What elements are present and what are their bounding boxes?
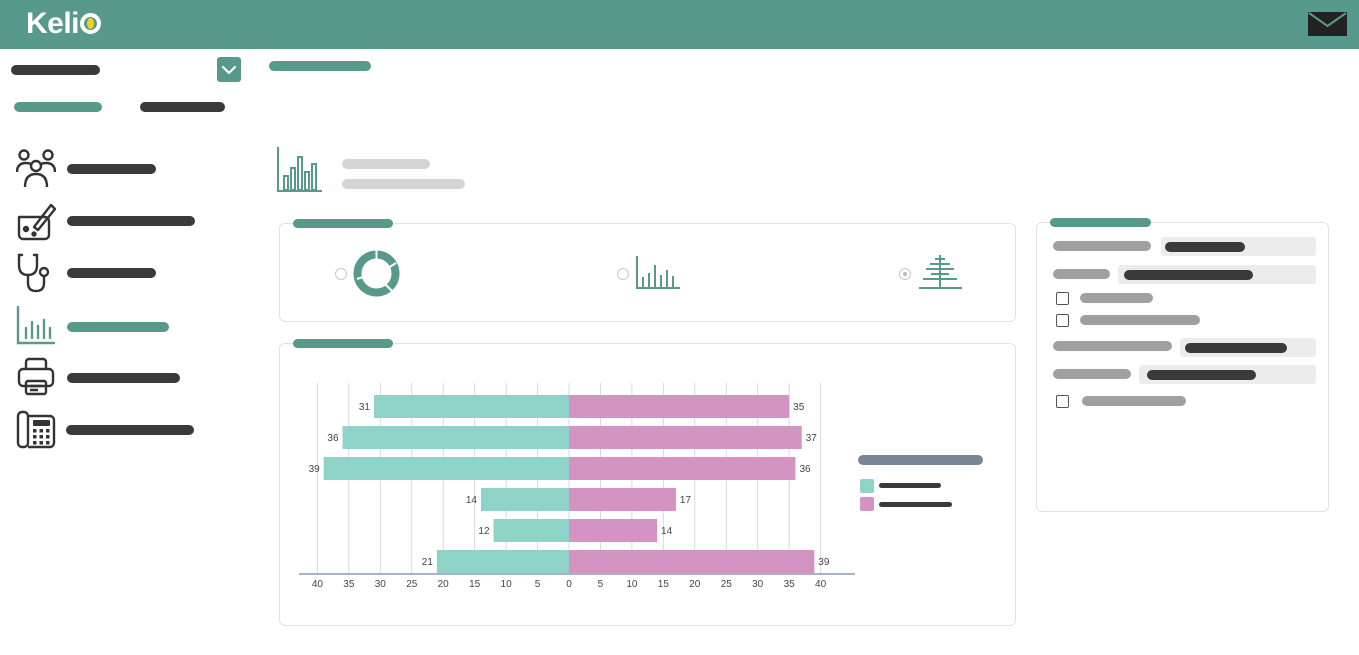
chart-type-radio-donut[interactable] [335, 268, 347, 280]
option-checkbox-label-3 [1082, 396, 1186, 406]
x-tick-label: 5 [598, 579, 604, 590]
report-bar-chart-icon [277, 147, 322, 192]
donut-chart-icon[interactable] [352, 249, 401, 298]
chart-type-panel [279, 223, 1016, 322]
printer-icon [17, 357, 55, 396]
option-checkbox-1[interactable] [1056, 292, 1069, 305]
envelope-icon[interactable] [1308, 12, 1347, 36]
x-tick-label: 5 [535, 579, 541, 590]
x-tick-label: 20 [689, 579, 701, 590]
bar-left [436, 550, 569, 573]
option-label-3 [1053, 341, 1172, 351]
data-label-right: 37 [806, 433, 818, 444]
x-tick-label: 0 [566, 579, 572, 590]
x-tick-label: 25 [406, 579, 418, 590]
bar-left [374, 395, 569, 418]
option-label-4 [1053, 369, 1131, 379]
pyramid-chart: 31 35 36 37 39 36 14 17 12 14 21 39 40 35 30 25 20 15 10 5 0… [299, 383, 855, 590]
chart-section-title [293, 339, 393, 348]
x-tick-label: 40 [815, 579, 827, 590]
pyramid-chart-icon[interactable] [917, 254, 964, 291]
bar-left [493, 519, 569, 542]
x-tick-label: 30 [375, 579, 387, 590]
profile-dropdown-button[interactable] [217, 57, 241, 82]
x-tick-label: 20 [438, 579, 450, 590]
bar-right [569, 457, 796, 480]
bar-right [569, 550, 815, 573]
sidebar-item-telephony[interactable] [66, 425, 194, 435]
option-checkbox-label-1 [1080, 293, 1153, 303]
x-tick-label: 35 [784, 579, 796, 590]
data-label-left: 39 [309, 464, 321, 475]
option-value-1 [1165, 242, 1245, 252]
data-label-right: 14 [661, 526, 673, 537]
data-label-right: 17 [680, 495, 692, 506]
badge-reader-icon [17, 203, 56, 241]
legend-label-right [879, 502, 952, 507]
bar-right [569, 426, 802, 449]
tab-active[interactable] [14, 102, 102, 112]
legend-swatch-left [860, 479, 874, 493]
x-tick-label: 15 [658, 579, 670, 590]
legend-label-left [879, 483, 941, 488]
sidebar-item-users[interactable] [67, 164, 156, 174]
x-tick-label: 40 [312, 579, 324, 590]
legend-swatch-right [860, 497, 874, 511]
chart-type-section-title [293, 219, 393, 228]
data-label-left: 12 [478, 526, 490, 537]
bar-right [569, 488, 676, 511]
bar-right [569, 519, 658, 542]
option-value-2 [1124, 270, 1253, 280]
users-icon [16, 149, 56, 188]
bar-chart-icon[interactable] [634, 255, 681, 290]
x-tick-label: 35 [343, 579, 355, 590]
sidebar-item-reports[interactable] [67, 322, 169, 332]
stethoscope-icon [17, 253, 50, 293]
options-section-title [1050, 218, 1151, 227]
x-tick-label: 25 [721, 579, 733, 590]
data-label-right: 35 [793, 402, 805, 413]
phone-icon [16, 410, 56, 449]
x-tick-label: 30 [752, 579, 764, 590]
bar-left [342, 426, 569, 449]
report-title [342, 159, 430, 169]
logo-o-mark [80, 13, 102, 34]
data-label-left: 31 [359, 402, 371, 413]
option-checkbox-2[interactable] [1056, 314, 1069, 327]
chart-type-radio-bar[interactable] [617, 268, 629, 280]
x-tick-label: 10 [626, 579, 638, 590]
option-checkbox-3[interactable] [1056, 395, 1069, 408]
report-subtitle [342, 179, 465, 189]
chevron-down-icon [221, 65, 237, 75]
x-tick-label: 10 [501, 579, 513, 590]
bar-right [569, 395, 790, 418]
option-label-2 [1053, 269, 1110, 279]
legend-title [858, 455, 983, 465]
data-label-right: 36 [799, 464, 811, 475]
data-label-left: 36 [327, 433, 339, 444]
option-checkbox-label-2 [1080, 315, 1200, 325]
breadcrumb[interactable] [269, 61, 371, 71]
option-value-3 [1185, 343, 1287, 353]
x-tick-label: 15 [469, 579, 481, 590]
bar-left [323, 457, 569, 480]
data-label-left: 21 [422, 557, 434, 568]
profile-selector-label[interactable] [11, 65, 100, 75]
sidebar-item-health[interactable] [67, 268, 156, 278]
tab-inactive[interactable] [140, 102, 225, 112]
bar-chart-icon [16, 305, 56, 345]
top-bar: Keli [0, 0, 1359, 49]
option-value-4 [1147, 370, 1256, 380]
kelio-logo[interactable]: Keli [26, 6, 102, 42]
chart-type-radio-pyramid[interactable] [899, 268, 911, 280]
sidebar-item-print[interactable] [67, 373, 180, 383]
data-label-right: 39 [818, 557, 830, 568]
sidebar-item-time-clock[interactable] [67, 216, 195, 226]
data-label-left: 14 [466, 495, 478, 506]
bar-left [480, 488, 569, 511]
option-label-1 [1053, 241, 1151, 251]
